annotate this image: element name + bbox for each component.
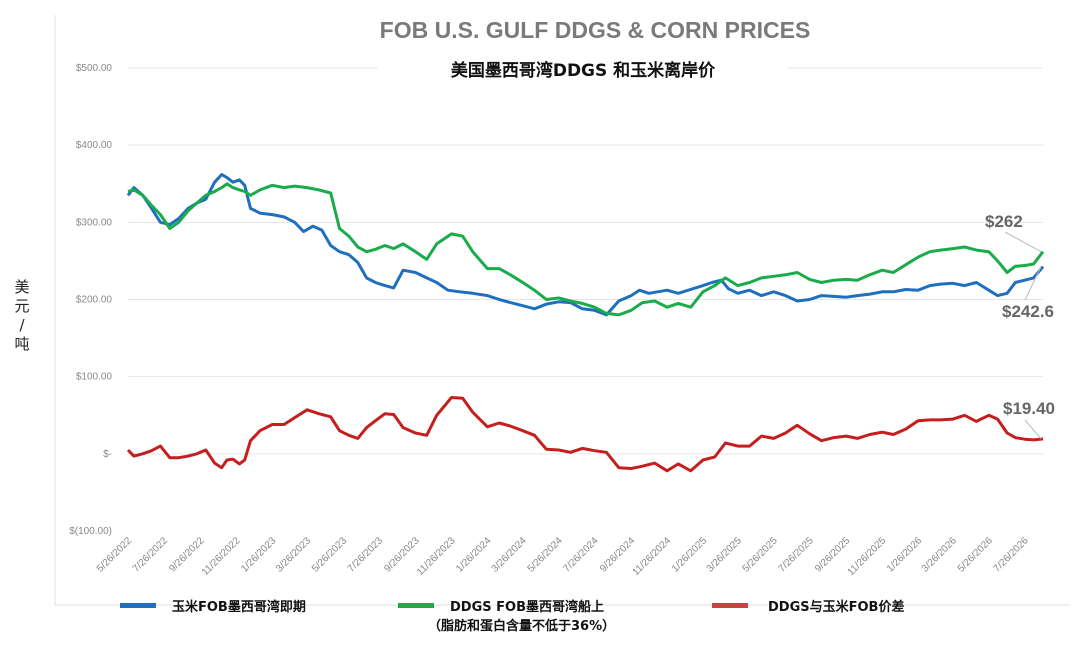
ddgs-price-line [127, 182, 1045, 317]
corn-price-line [126, 173, 1045, 317]
y-tick-label: $200.00 [76, 295, 113, 306]
legend-swatch-ddgs [398, 603, 434, 608]
y-axis-label-char: / [19, 316, 25, 334]
series-lines [126, 173, 1045, 473]
y-axis-label-char: 美 [14, 278, 29, 296]
chart-title: FOB U.S. GULF DDGS & CORN PRICES [380, 17, 811, 43]
legend-swatch-corn [120, 603, 156, 608]
annotation-label: $262 [985, 212, 1023, 231]
y-tick-label: $100.00 [76, 372, 113, 383]
y-tick-label: $(100.00) [69, 526, 112, 537]
annotation-leader [1024, 419, 1042, 440]
chart-subtitle: 美国墨西哥湾DDGS 和玉米离岸价 [451, 60, 716, 81]
y-axis-label-char: 元 [14, 297, 29, 315]
y-tick-label: $- [103, 449, 112, 460]
y-axis-label-char: 吨 [14, 335, 29, 353]
annotations: $262 $242.6 $19.40 [985, 212, 1055, 440]
y-axis-label: 美元/吨 [14, 278, 29, 353]
annotation-label: $242.6 [1002, 302, 1054, 321]
legend-label-corn: 玉米FOB墨西哥湾即期 [172, 599, 306, 615]
y-axis-ticks: $500.00 $400.00 $300.00 $200.00 $100.00 $- $(1… [69, 63, 112, 537]
subtitle-background [378, 52, 788, 86]
legend-swatch-spread [712, 603, 748, 608]
y-tick-label: $300.00 [76, 217, 113, 228]
annotation-label: $19.40 [1003, 399, 1055, 418]
legend: 玉米FOB墨西哥湾即期 DDGS FOB墨西哥湾船上 （脂肪和蛋白含量不低于36… [120, 599, 904, 634]
y-tick-label: $400.00 [76, 140, 113, 151]
spread-line [126, 396, 1044, 473]
legend-label-ddgs-line1: DDGS FOB墨西哥湾船上 [450, 599, 604, 615]
annotation-leader [1004, 231, 1042, 253]
y-tick-label: $500.00 [76, 63, 113, 74]
annotation-leader [1024, 266, 1042, 301]
legend-label-ddgs-line2: （脂肪和蛋白含量不低于36%） [428, 618, 615, 634]
legend-label-spread: DDGS与玉米FOB价差 [768, 599, 904, 615]
